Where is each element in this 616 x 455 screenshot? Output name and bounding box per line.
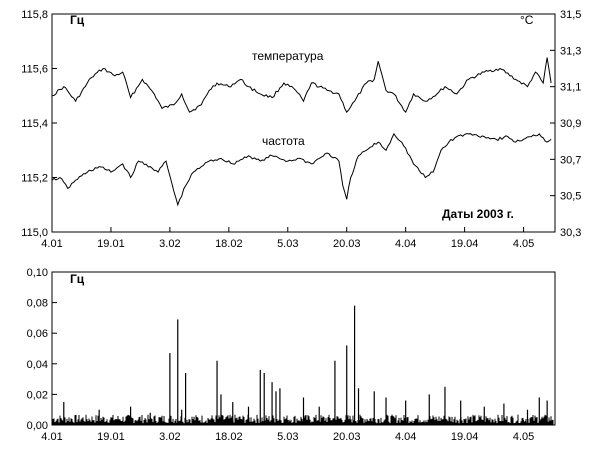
top-x-tick-label: 5.03 (277, 238, 298, 250)
bottom-x-tick-label: 20.03 (333, 431, 361, 443)
bottom-x-tick-label: 3.02 (159, 431, 180, 443)
bottom-y-tick-label: 0,00 (27, 420, 48, 432)
bottom-y-tick-label: 0,04 (27, 359, 48, 371)
bottom-x-ticks: 4.01 19.01 3.02 18.02 5.03 20.03 4.04 19.04 4.05 (41, 420, 534, 443)
top-x-tick-label: 19.01 (97, 238, 125, 250)
top-y-left-tick-label: 115,2 (21, 173, 48, 185)
top-y-right-tick-label: 31,1 (560, 82, 581, 94)
series-label-frequency: частота (262, 134, 305, 148)
top-y-left-tick-label: 115,0 (21, 227, 48, 239)
bottom-x-tick-label: 18.02 (215, 431, 243, 443)
top-x-tick-label: 3.02 (159, 238, 180, 250)
bottom-y-tick-label: 0,10 (27, 267, 48, 279)
top-y-left-tick-label: 115,6 (21, 64, 48, 76)
top-x-tick-label: 18.02 (215, 238, 243, 250)
bottom-x-tick-label: 4.05 (513, 431, 534, 443)
bottom-series (52, 305, 554, 425)
bottom-x-tick-label: 4.04 (395, 431, 416, 443)
series-label-temperature: температура (252, 49, 324, 63)
top-y-right-tick-label: 30,5 (560, 191, 581, 203)
bottom-y-tick-label: 0,06 (27, 328, 48, 340)
top-x-tick-label: 19.04 (451, 238, 479, 250)
bottom-x-tick-label: 19.01 (97, 431, 125, 443)
top-right-unit: °C (520, 13, 534, 27)
top-series-lines (51, 57, 552, 207)
bottom-y-tick-label: 0,08 (27, 298, 48, 310)
top-y-right-tick-label: 30,7 (560, 154, 581, 166)
temperature-line (51, 57, 552, 113)
bottom-x-tick-label: 4.01 (41, 431, 62, 443)
top-y-right-tick-label: 30,3 (560, 227, 581, 239)
top-x-tick-label: 4.04 (395, 238, 416, 250)
top-y-right-ticks: 30,3 30,5 30,7 30,9 31,1 31,3 31,5 (550, 9, 581, 239)
bottom-x-tick-label: 5.03 (277, 431, 298, 443)
bottom-noise-baseline (52, 414, 554, 425)
bottom-y-tick-label: 0,02 (27, 389, 48, 401)
top-x-tick-label: 20.03 (333, 238, 361, 250)
top-y-left-tick-label: 115,8 (21, 9, 48, 21)
bottom-x-tick-label: 19.04 (451, 431, 479, 443)
top-chart: 4.01 19.01 3.02 18.02 5.03 20.03 4.04 19.04 4.05… (21, 9, 581, 250)
top-x-ticks: 4.01 19.01 3.02 18.02 5.03 20.03 4.04 19.04 4.05 (41, 227, 534, 250)
top-y-right-tick-label: 30,9 (560, 118, 581, 130)
bottom-y-ticks: 0,00 0,02 0,04 0,06 0,08 0,10 (27, 267, 57, 432)
bottom-left-unit: Гц (70, 272, 85, 286)
top-y-left-ticks: 115,0 115,2 115,4 115,6 115,8 (21, 9, 57, 239)
frequency-line (51, 132, 552, 207)
top-plot-frame (51, 13, 556, 233)
top-x-tick-label: 4.01 (41, 238, 62, 250)
date-annotation: Даты 2003 г. (442, 207, 514, 221)
bottom-chart: 4.01 19.01 3.02 18.02 5.03 20.03 4.04 19.04 4.05… (27, 267, 556, 443)
top-y-left-tick-label: 115,4 (21, 118, 48, 130)
top-y-right-tick-label: 31,5 (560, 9, 581, 21)
top-left-unit: Гц (70, 13, 85, 27)
top-x-tick-label: 4.05 (513, 238, 534, 250)
top-y-right-tick-label: 31,3 (560, 45, 581, 57)
